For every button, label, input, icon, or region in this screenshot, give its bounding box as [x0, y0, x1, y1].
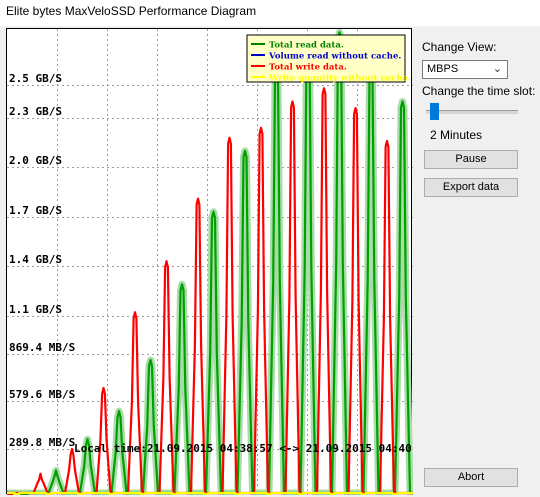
y-axis-label: 869.4 MB/S — [9, 341, 75, 354]
y-axis-label: 2.3 GB/S — [9, 105, 62, 118]
change-view-label: Change View: — [422, 40, 497, 54]
write-series-line — [7, 87, 413, 495]
legend-entry-label: Write quantity without cache. — [268, 74, 411, 84]
legend-box — [246, 34, 406, 83]
view-dropdown[interactable]: MBPS ⌄ — [422, 60, 508, 79]
window-title: Elite bytes MaxVeloSSD Performance Diagr… — [6, 4, 257, 18]
y-axis-label: 579.6 MB/S — [9, 388, 75, 401]
y-axis-label: 1.4 GB/S — [9, 253, 62, 266]
write-quantity-series-line — [7, 492, 413, 495]
y-axis-label: 289.8 MB/S — [9, 436, 75, 449]
time-slot-slider[interactable] — [426, 110, 518, 114]
chevron-down-icon: ⌄ — [492, 63, 502, 75]
change-time-label: Change the time slot: — [422, 84, 536, 98]
performance-chart: 2.5 GB/S 2.3 GB/S 2.0 GB/S 1.7 GB/S 1.4 GB/S… — [6, 28, 413, 495]
legend-entry-label: Volume read without cache. — [268, 52, 401, 62]
view-dropdown-value: MBPS — [427, 63, 459, 75]
export-data-button[interactable]: Export data — [424, 178, 518, 197]
read-series-line — [7, 31, 413, 495]
legend-entry-label: Total write data. — [269, 63, 347, 73]
title-bar: Elite bytes MaxVeloSSD Performance Diagr… — [0, 0, 540, 26]
y-axis-label: 2.0 GB/S — [9, 154, 62, 167]
time-range-label: Local time:21.09.2015 04:38:57 <-> 21.09… — [74, 442, 413, 455]
y-axis-label: 1.7 GB/S — [9, 204, 62, 217]
legend-entry-label: Total read data. — [269, 41, 344, 51]
y-axis-label: 1.1 GB/S — [9, 303, 62, 316]
y-axis-label: 2.5 GB/S — [9, 72, 62, 85]
chart-canvas: 2.5 GB/S 2.3 GB/S 2.0 GB/S 1.7 GB/S 1.4 GB/S… — [7, 29, 413, 495]
time-slot-slider-thumb[interactable] — [430, 103, 439, 120]
abort-button[interactable]: Abort — [424, 468, 518, 487]
time-slot-value: 2 Minutes — [430, 128, 483, 142]
pause-button[interactable]: Pause — [424, 150, 518, 169]
